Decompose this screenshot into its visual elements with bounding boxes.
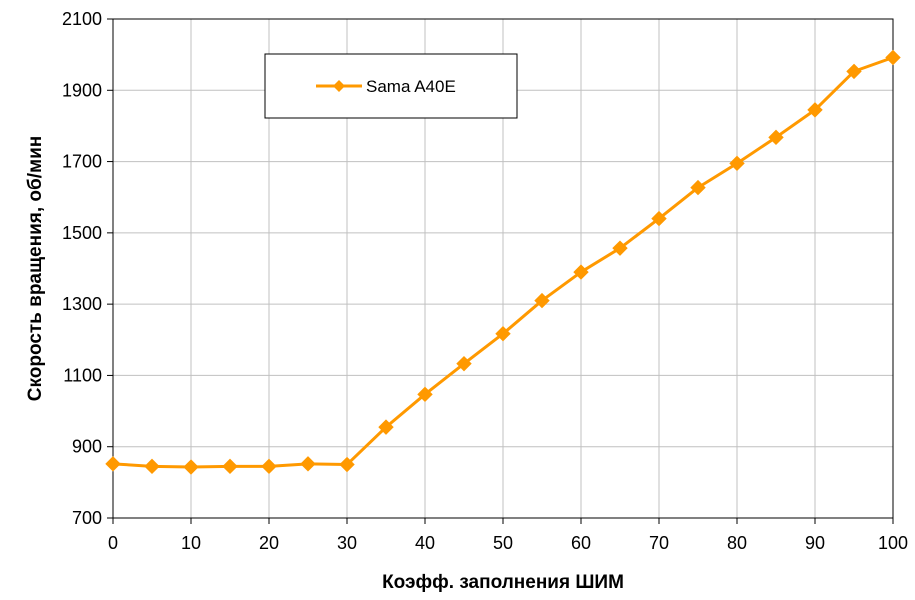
y-tick-label: 900	[72, 437, 102, 457]
data-point	[261, 458, 277, 475]
x-tick-label: 80	[727, 533, 747, 553]
axis-ticks: 0 10 20 30 40 50 60 70 80 90 100 700 900 1100 1300 1500…	[62, 9, 908, 553]
y-tick-label: 1700	[62, 152, 102, 172]
y-tick-label: 1100	[63, 365, 102, 385]
data-point	[651, 210, 667, 227]
data-point	[534, 292, 550, 309]
data-point	[144, 458, 160, 475]
data-point	[768, 129, 784, 146]
y-tick-label: 1900	[62, 80, 102, 100]
x-tick-label: 0	[108, 533, 118, 553]
data-point	[885, 49, 901, 66]
series-layer	[105, 49, 901, 475]
y-tick-label: 1500	[62, 223, 102, 243]
data-point	[456, 355, 472, 372]
legend-diamond-marker	[333, 80, 345, 92]
x-tick-label: 60	[571, 533, 591, 553]
y-tick-label: 1300	[62, 294, 102, 314]
x-tick-label: 40	[415, 533, 435, 553]
data-point	[573, 264, 589, 280]
x-tick-label: 70	[649, 533, 669, 553]
data-point	[222, 458, 238, 475]
data-point	[846, 63, 862, 80]
data-point	[729, 155, 745, 172]
data-point	[612, 240, 628, 256]
data-point	[300, 456, 316, 472]
x-tick-label: 90	[805, 533, 825, 553]
x-tick-label: 30	[337, 533, 357, 553]
y-tick-label: 2100	[62, 9, 102, 29]
x-tick-label: 50	[493, 533, 513, 553]
data-point	[105, 456, 121, 472]
legend-entry-label: Sama A40E	[366, 77, 456, 96]
data-point	[807, 102, 823, 118]
data-point	[183, 459, 199, 475]
x-tick-label: 20	[259, 533, 279, 553]
x-tick-label: 100	[878, 533, 908, 553]
y-axis-label: Скорость вращения, об/мин	[25, 136, 46, 401]
data-point	[690, 179, 706, 196]
legend-box	[264, 53, 518, 119]
x-tick-label: 10	[181, 533, 201, 553]
data-point	[339, 456, 355, 473]
data-point	[417, 386, 433, 403]
y-tick-label: 700	[72, 508, 102, 528]
x-axis-label: Коэфф. заполнения ШИМ	[382, 572, 624, 593]
data-point	[378, 419, 394, 435]
data-point	[495, 326, 511, 342]
legend: Sama A40E	[264, 53, 518, 119]
